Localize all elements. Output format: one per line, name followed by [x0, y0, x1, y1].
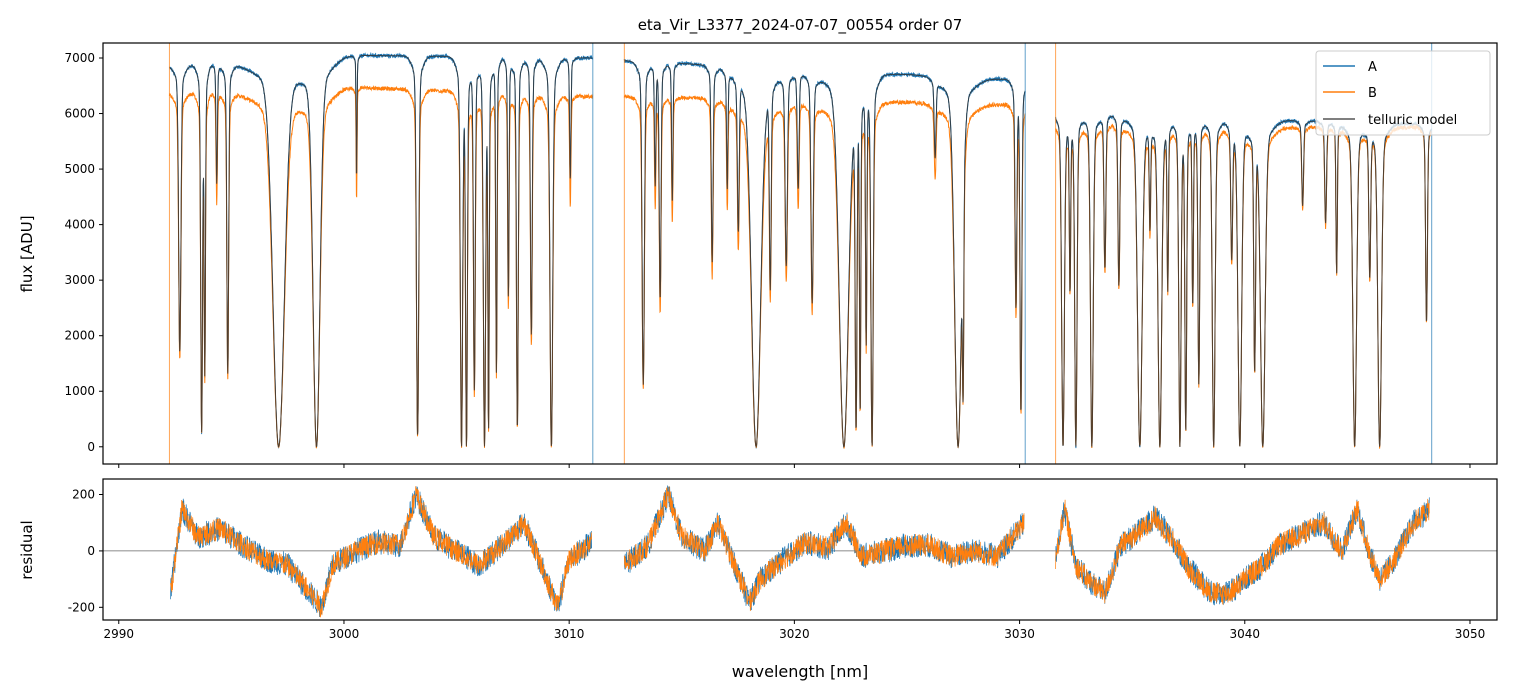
flux-ytick-label: 6000	[64, 107, 95, 121]
xtick-label: 3010	[554, 627, 585, 641]
telluric-model-line-seg2	[624, 60, 1026, 449]
xtick-label: 3050	[1455, 627, 1486, 641]
flux-ytick-label: 7000	[64, 51, 95, 65]
residual-a-line-seg3	[1055, 497, 1430, 606]
residual-ytick-label: 0	[87, 544, 95, 558]
xlabel: wavelength [nm]	[732, 662, 869, 681]
residual-ytick-label: 200	[72, 488, 95, 502]
flux-ytick-label: 0	[87, 440, 95, 454]
series-b-line-seg1	[168, 84, 594, 449]
flux-ytick-label: 2000	[64, 329, 95, 343]
xtick-label: 3020	[779, 627, 810, 641]
flux-ytick-label: 4000	[64, 218, 95, 232]
telluric-model-line-seg3	[1055, 115, 1432, 447]
flux-ytick-label: 3000	[64, 273, 95, 287]
xtick-label: 3000	[329, 627, 360, 641]
telluric-model-line-seg1	[169, 55, 593, 448]
legend: A B telluric model	[1315, 50, 1491, 136]
legend-label-telluric: telluric model	[1368, 113, 1457, 128]
xtick-label: 3030	[1004, 627, 1035, 641]
residual-b-line-seg2	[623, 486, 1025, 612]
residual-b-line-seg1	[170, 486, 592, 618]
legend-label-b: B	[1368, 86, 1377, 101]
flux-ytick-label: 1000	[64, 384, 95, 398]
flux-ytick-label: 5000	[64, 162, 95, 176]
residual-plot	[103, 485, 1497, 618]
xtick-label: 3040	[1230, 627, 1261, 641]
residual-ytick-label: -200	[68, 600, 95, 614]
residual-ylabel: residual	[18, 520, 36, 579]
series-a-line-seg2	[623, 58, 1026, 449]
flux-plot	[168, 43, 1433, 464]
legend-frame	[1315, 50, 1491, 136]
residual-axes-frame	[102, 478, 1498, 621]
residual-b-line-seg3	[1055, 498, 1430, 606]
xtick-label: 2990	[103, 627, 134, 641]
chart-title: eta_Vir_L3377_2024-07-07_00554 order 07	[638, 16, 963, 35]
residual-a-line-seg1	[170, 486, 592, 618]
flux-axes-frame	[102, 42, 1498, 465]
flux-ylabel: flux [ADU]	[18, 215, 36, 292]
legend-label-a: A	[1368, 60, 1377, 75]
